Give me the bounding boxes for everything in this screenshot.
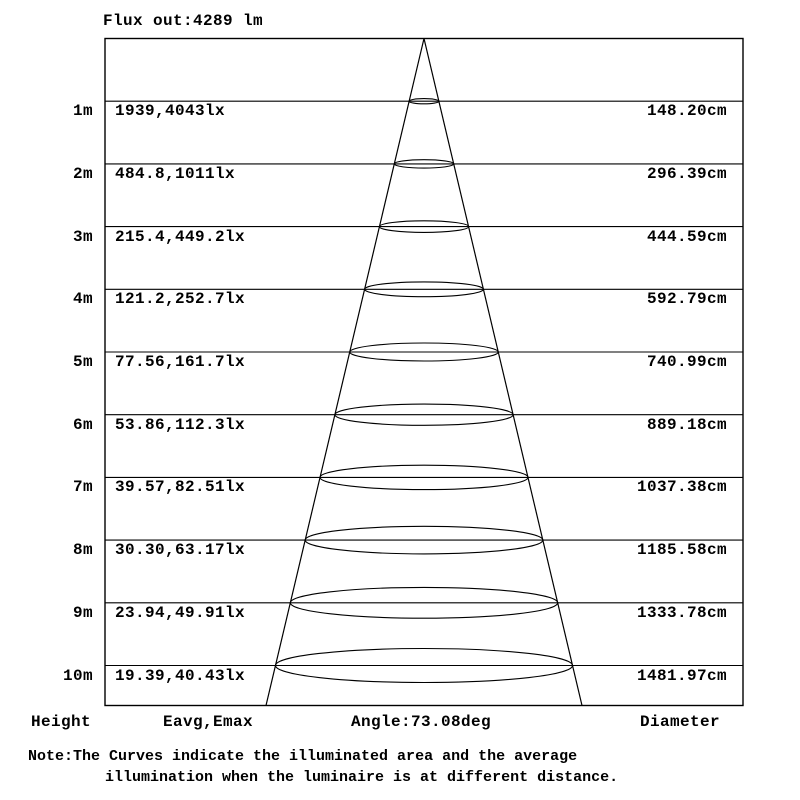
eavg-emax-value: 23.94,49.91lx (115, 603, 246, 622)
height-label: 8m (72, 541, 93, 560)
height-label: 2m (72, 164, 93, 183)
diameter-value: 592.79cm (646, 290, 727, 309)
beam-ellipse-8m (304, 525, 544, 555)
note-line-2: illumination when the luminaire is at di… (105, 769, 619, 786)
footer-eavg-emax-label: Eavg,Emax (163, 713, 254, 731)
eavg-emax-value: 39.57,82.51lx (115, 478, 246, 497)
footer-height-label: Height (31, 713, 92, 731)
flux-output-title: Flux out:4289 lm (103, 12, 264, 30)
diameter-value: 1481.97cm (636, 666, 727, 685)
height-label: 6m (72, 415, 93, 434)
beam-ellipse-7m (319, 464, 529, 491)
height-label: 5m (72, 353, 93, 371)
diameter-value: 889.18cm (646, 415, 727, 434)
beam-ellipse-10m (274, 647, 574, 684)
height-label: 10m (62, 666, 93, 685)
eavg-emax-value: 53.86,112.3lx (115, 415, 246, 434)
beam-ellipse-5m (349, 342, 499, 362)
diameter-value: 148.20cm (646, 102, 727, 121)
eavg-emax-value: 121.2,252.7lx (115, 290, 246, 309)
beam-ellipse-4m (364, 281, 484, 298)
beam-ellipse-2m (393, 159, 455, 169)
diameter-value: 1333.78cm (636, 603, 727, 622)
height-label: 4m (72, 290, 93, 309)
footer-beam-angle-label: Angle:73.08deg (351, 713, 492, 731)
eavg-emax-value: 30.30,63.17lx (115, 541, 246, 560)
diameter-value: 296.39cm (646, 164, 727, 183)
note-line-1: Note:The Curves indicate the illuminated… (28, 748, 578, 765)
diameter-value: 1185.58cm (636, 541, 727, 560)
diameter-value: 444.59cm (646, 227, 727, 246)
eavg-emax-value: 484.8,1011lx (115, 164, 236, 183)
beam-ellipse-9m (289, 586, 559, 619)
height-label: 1m (72, 102, 93, 121)
height-label: 9m (72, 603, 93, 622)
eavg-emax-value: 1939,4043lx (115, 102, 226, 121)
diameter-value: 740.99cm (646, 353, 727, 371)
height-label: 7m (72, 478, 93, 497)
cone-left-edge (265, 38, 425, 706)
eavg-emax-value: 19.39,40.43lx (115, 666, 246, 685)
beam-ellipse-1m (408, 98, 440, 105)
eavg-emax-value: 77.56,161.7lx (115, 353, 246, 371)
height-label: 3m (72, 227, 93, 246)
beam-ellipse-6m (334, 403, 514, 426)
footer-diameter-label: Diameter (639, 713, 720, 731)
diameter-value: 1037.38cm (636, 478, 727, 497)
eavg-emax-value: 215.4,449.2lx (115, 227, 246, 246)
cone-right-edge (423, 38, 583, 706)
beam-ellipse-3m (378, 220, 470, 233)
